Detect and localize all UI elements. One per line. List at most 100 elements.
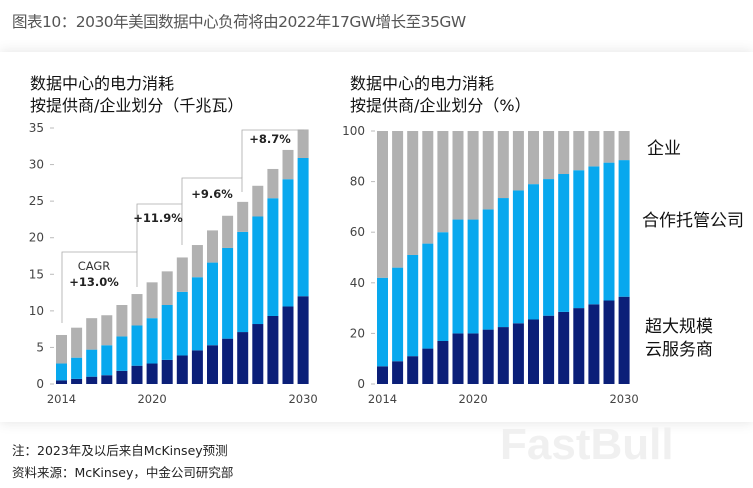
bar-hyperscale-2029 <box>603 300 615 384</box>
bar-hyperscale-2023 <box>191 350 203 384</box>
right-title-line1: 数据中心的电力消耗 <box>350 74 495 93</box>
y-tick-label: 100 <box>342 124 365 138</box>
bar-colocation-2026 <box>558 174 570 312</box>
legend-enterprise: 企业 <box>647 139 681 159</box>
bar-enterprise-2030 <box>618 131 630 161</box>
bar-hyperscale-2028 <box>588 304 600 384</box>
bar-colocation-2023 <box>191 277 203 351</box>
bar-enterprise-2025 <box>222 215 234 248</box>
y-tick-label: 80 <box>350 175 365 189</box>
bar-hyperscale-2015 <box>392 361 404 384</box>
left-title-line1: 数据中心的电力消耗 <box>30 74 175 93</box>
bar-colocation-2021 <box>482 209 494 330</box>
bar-colocation-2024 <box>207 262 218 346</box>
cagr-value: +11.9% <box>133 211 183 225</box>
bar-colocation-2025 <box>543 179 555 316</box>
bar-hyperscale-2026 <box>558 311 570 384</box>
x-tick-label: 2014 <box>47 392 76 406</box>
cagr-value: +9.6% <box>191 187 233 201</box>
figure-title: 图表10：2030年美国数据中心负荷将由2022年17GW增长至35GW <box>12 13 466 31</box>
bar-enterprise-2027 <box>573 131 585 171</box>
bar-enterprise-2021 <box>482 131 494 210</box>
bar-hyperscale-2025 <box>222 338 234 384</box>
bar-enterprise-2028 <box>588 131 600 167</box>
bar-hyperscale-2030 <box>618 296 630 384</box>
left-chart-title: 数据中心的电力消耗 按提供商/企业划分（千兆瓦） <box>30 73 243 117</box>
bar-colocation-2029 <box>282 179 294 307</box>
bar-hyperscale-2023 <box>512 323 524 384</box>
bar-enterprise-2026 <box>558 131 570 175</box>
bar-colocation-2018 <box>116 336 128 371</box>
y-tick-label: 15 <box>29 267 44 281</box>
bar-enterprise-2022 <box>176 257 188 292</box>
bar-hyperscale-2024 <box>207 345 218 384</box>
left-title-line2: 按提供商/企业划分（千兆瓦） <box>30 96 244 115</box>
bar-colocation-2016 <box>86 349 98 377</box>
bar-colocation-2022 <box>176 291 188 356</box>
bar-enterprise-2017 <box>101 315 113 346</box>
bar-colocation-2015 <box>392 267 404 362</box>
x-tick-label: 2030 <box>609 392 638 406</box>
bar-enterprise-2024 <box>207 230 218 263</box>
bar-hyperscale-2021 <box>482 329 494 384</box>
right-title-line2: 按提供商/企业划分（%） <box>350 96 531 115</box>
bar-colocation-2021 <box>161 305 173 360</box>
bar-colocation-2022 <box>497 198 509 328</box>
legend-colocation: 合作托管公司 <box>642 211 744 231</box>
bar-enterprise-2023 <box>512 131 524 191</box>
bar-hyperscale-2018 <box>437 340 449 384</box>
bar-colocation-2017 <box>101 345 113 376</box>
bar-hyperscale-2014 <box>377 366 388 384</box>
bar-enterprise-2018 <box>116 305 128 337</box>
bar-enterprise-2029 <box>603 131 615 163</box>
x-tick-label: 2020 <box>458 392 487 406</box>
bar-enterprise-2027 <box>252 185 264 217</box>
bar-enterprise-2021 <box>161 271 173 306</box>
bar-hyperscale-2022 <box>497 327 509 384</box>
cagr-bracket <box>241 129 304 178</box>
bar-enterprise-2016 <box>407 131 419 255</box>
bar-hyperscale-2014 <box>56 380 67 384</box>
bar-enterprise-2014 <box>56 334 67 364</box>
bar-hyperscale-2027 <box>573 308 585 384</box>
bar-hyperscale-2026 <box>237 332 249 384</box>
bar-colocation-2030 <box>297 157 309 297</box>
bar-colocation-2025 <box>222 247 234 339</box>
y-tick-label: 5 <box>36 340 44 354</box>
bar-hyperscale-2028 <box>267 315 279 384</box>
bar-colocation-2024 <box>528 184 539 320</box>
bar-hyperscale-2018 <box>116 370 128 384</box>
bar-hyperscale-2017 <box>422 348 434 384</box>
bar-enterprise-2024 <box>528 131 539 185</box>
y-tick-label: 25 <box>29 194 44 208</box>
x-tick-label: 2030 <box>288 392 317 406</box>
bar-colocation-2028 <box>588 166 600 305</box>
bar-enterprise-2020 <box>467 131 479 220</box>
bar-enterprise-2026 <box>237 201 249 232</box>
bar-hyperscale-2020 <box>467 333 479 384</box>
bar-enterprise-2017 <box>422 131 434 244</box>
bar-colocation-2029 <box>603 162 615 301</box>
right-chart-title: 数据中心的电力消耗 按提供商/企业划分（%） <box>350 73 531 117</box>
y-tick-label: 40 <box>350 276 365 290</box>
bar-enterprise-2015 <box>392 131 404 268</box>
bar-enterprise-2029 <box>282 149 294 180</box>
bar-hyperscale-2025 <box>543 315 555 384</box>
cagr-value: +8.7% <box>249 132 291 146</box>
legend-hyperscale-2: 云服务商 <box>645 340 713 360</box>
bar-colocation-2018 <box>437 232 449 341</box>
bar-hyperscale-2030 <box>297 296 309 384</box>
bar-enterprise-2019 <box>131 294 143 326</box>
bar-hyperscale-2017 <box>101 375 113 384</box>
bar-enterprise-2023 <box>191 245 203 278</box>
bar-enterprise-2015 <box>71 327 83 358</box>
bar-colocation-2030 <box>618 160 630 297</box>
cagr-bracket <box>136 203 183 252</box>
y-tick-label: 0 <box>36 377 44 391</box>
bar-hyperscale-2019 <box>131 365 143 384</box>
bar-colocation-2020 <box>467 219 479 334</box>
bar-colocation-2016 <box>407 254 419 357</box>
x-tick-label: 2020 <box>137 392 166 406</box>
bar-enterprise-2014 <box>377 131 388 278</box>
